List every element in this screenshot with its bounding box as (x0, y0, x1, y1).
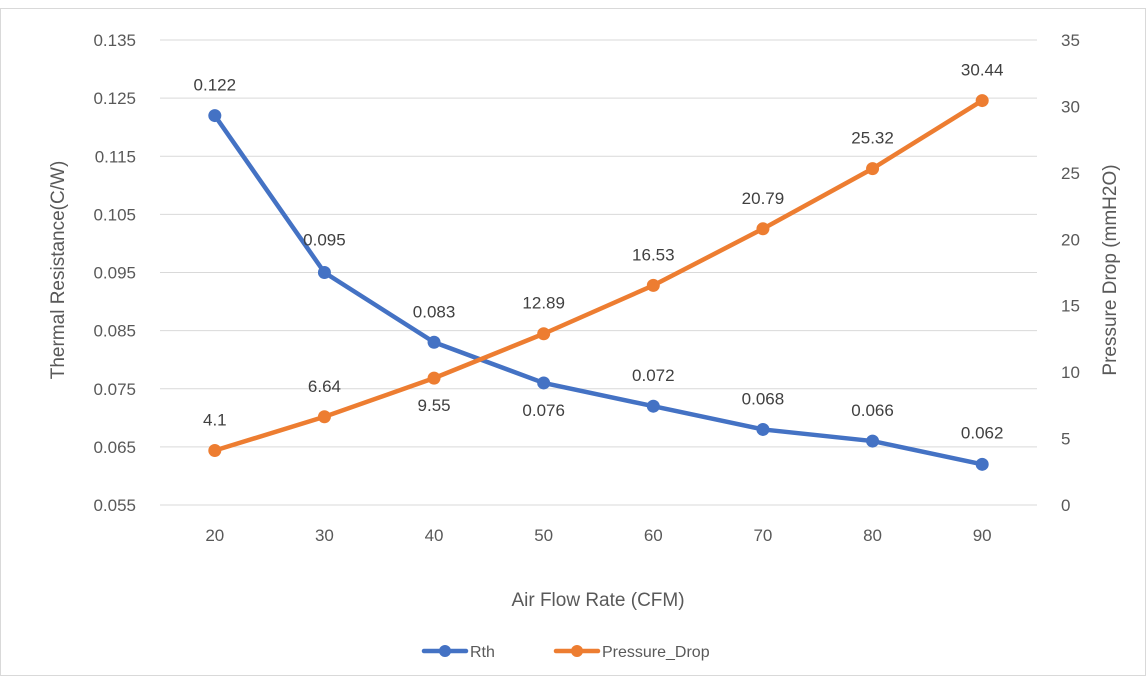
data-label-pressure-drop: 12.89 (522, 294, 565, 313)
data-point-pressure-drop (317, 410, 331, 424)
data-label-rth: 0.072 (632, 366, 675, 385)
data-point-pressure-drop (866, 162, 880, 176)
left-tick-label: 0.135 (93, 31, 136, 50)
series-line-pressure-drop (212, 98, 985, 453)
x-tick-label: 50 (534, 526, 553, 545)
data-label-pressure-drop: 9.55 (418, 396, 451, 415)
left-tick-label: 0.065 (93, 438, 136, 457)
right-tick-label: 10 (1061, 363, 1080, 382)
right-axis-title: Pressure Drop (mmH2O) (1100, 164, 1121, 375)
left-tick-label: 0.115 (95, 147, 136, 166)
x-tick-label: 80 (863, 526, 882, 545)
data-label-pressure-drop: 16.53 (632, 245, 675, 264)
left-tick-label: 0.105 (93, 205, 136, 224)
left-tick-label: 0.095 (93, 264, 136, 283)
data-point-pressure-drop (975, 94, 989, 108)
x-axis-title: Air Flow Rate (CFM) (511, 590, 684, 611)
data-label-pressure-drop: 4.1 (203, 411, 227, 430)
series-line-rth (212, 113, 985, 467)
x-tick-label: 90 (973, 526, 992, 545)
data-point-rth (756, 422, 770, 436)
data-label-rth: 0.095 (303, 231, 346, 250)
right-tick-label: 5 (1061, 430, 1070, 449)
data-point-rth (208, 109, 222, 123)
right-tick-label: 30 (1061, 97, 1080, 116)
chart-frame (0, 8, 1146, 676)
x-tick-label: 60 (644, 526, 663, 545)
legend-label-rth: Rth (470, 644, 495, 661)
legend: Rth Pressure_Drop (421, 644, 710, 661)
left-axis-title: Thermal Resistance(C/W) (48, 161, 69, 380)
right-axis-ticks: 0 5 10 15 20 25 30 35 (1061, 31, 1080, 515)
right-tick-label: 25 (1061, 164, 1080, 183)
data-point-pressure-drop (208, 444, 222, 458)
left-tick-label: 0.085 (93, 322, 136, 341)
data-point-pressure-drop (646, 278, 660, 292)
gridlines (160, 39, 1037, 506)
legend-item-pressure-drop: Pressure_Drop (553, 644, 710, 661)
legend-item-rth: Rth (421, 644, 495, 661)
data-label-rth: 0.062 (961, 423, 1004, 442)
data-point-rth (975, 457, 989, 471)
left-tick-label: 0.075 (93, 380, 136, 399)
x-axis-ticks: 20 30 40 50 60 70 80 90 (205, 526, 991, 545)
data-point-rth (646, 399, 660, 413)
data-label-rth: 0.122 (194, 76, 237, 95)
data-point-rth (317, 266, 331, 279)
left-tick-label: 0.055 (93, 496, 136, 515)
data-point-pressure-drop (427, 371, 441, 385)
data-label-rth: 0.083 (413, 302, 456, 321)
left-tick-label: 0.125 (93, 89, 136, 108)
left-axis-ticks: 0.055 0.065 0.075 0.085 0.095 0.105 0.115 0.125… (93, 31, 136, 515)
data-point-pressure-drop (537, 327, 551, 341)
right-tick-label: 15 (1061, 297, 1080, 316)
x-tick-label: 30 (315, 526, 334, 545)
x-tick-label: 40 (425, 526, 444, 545)
data-point-rth (537, 376, 551, 390)
series-layer (208, 94, 989, 471)
x-tick-label: 20 (205, 526, 224, 545)
data-label-pressure-drop: 20.79 (742, 189, 785, 208)
data-label-rth: 0.066 (851, 401, 894, 420)
data-point-rth (427, 335, 441, 349)
data-labels: 0.122 0.095 0.083 0.076 0.072 0.068 0.066 0.062… (194, 61, 1004, 443)
legend-label-pressure-drop: Pressure_Drop (602, 644, 710, 661)
data-point-pressure-drop (756, 222, 770, 236)
data-label-pressure-drop: 6.64 (308, 377, 341, 396)
data-label-rth: 0.068 (742, 389, 785, 408)
data-label-pressure-drop: 25.32 (851, 129, 894, 148)
data-label-pressure-drop: 30.44 (961, 61, 1004, 80)
right-tick-label: 20 (1061, 230, 1080, 249)
x-tick-label: 70 (753, 526, 772, 545)
data-point-rth (866, 434, 880, 448)
right-tick-label: 35 (1061, 31, 1080, 50)
right-tick-label: 0 (1061, 496, 1070, 515)
data-label-rth: 0.076 (522, 401, 565, 420)
